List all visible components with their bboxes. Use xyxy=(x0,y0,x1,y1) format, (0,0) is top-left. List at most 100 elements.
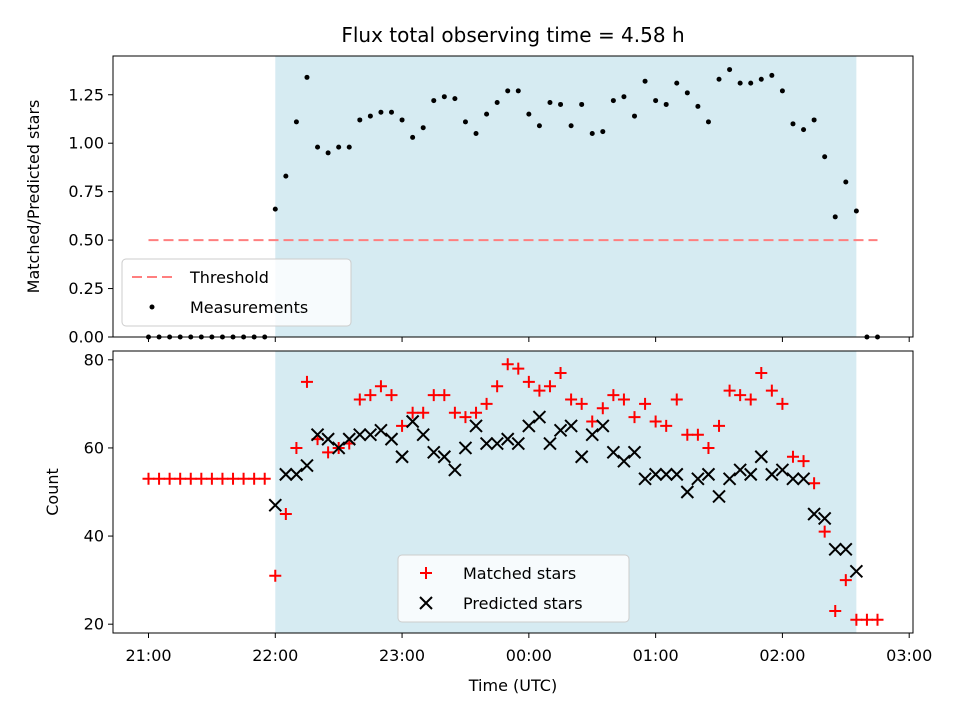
matched-star-point xyxy=(396,419,409,432)
measurement-point xyxy=(642,78,648,84)
matched-star-point xyxy=(639,397,652,410)
measurement-point xyxy=(610,98,616,104)
predicted-star-point xyxy=(670,467,684,482)
matched-star-point xyxy=(776,397,789,410)
x-tick-label: 02:00 xyxy=(759,646,805,665)
measurement-point xyxy=(293,119,299,125)
matched-star-point xyxy=(290,441,303,454)
measurement-point xyxy=(589,131,595,137)
y-tick-label: 1.00 xyxy=(68,134,104,153)
measurement-point xyxy=(420,125,426,131)
measurement-point xyxy=(526,111,532,117)
matched-star-point xyxy=(723,384,736,397)
count-axes-frame xyxy=(112,350,914,634)
measurement-point xyxy=(452,96,458,102)
measurement-point xyxy=(790,121,796,127)
measurement-point xyxy=(695,103,701,109)
predicted-star-point xyxy=(321,432,335,446)
matched-star-point xyxy=(734,389,747,402)
predicted-star-point xyxy=(754,450,768,464)
measurement-point xyxy=(346,144,352,150)
matched-star-point xyxy=(322,446,335,459)
predicted-star-point xyxy=(659,467,673,482)
matched-star-point xyxy=(174,472,187,485)
predicted-star-point xyxy=(680,485,695,499)
measurement-point xyxy=(388,109,394,115)
ratio-x-ticks xyxy=(147,337,910,342)
measurement-point xyxy=(547,100,553,106)
matched-stars-legend-swatch xyxy=(420,567,432,579)
count-y-ticks: 20 40 60 80 xyxy=(84,350,113,634)
matched-star-point xyxy=(258,472,271,485)
measurement-point xyxy=(378,109,384,115)
matched-star-point xyxy=(480,397,493,410)
measurement-point xyxy=(769,72,775,78)
measurement-point xyxy=(727,67,733,73)
predicted-star-point xyxy=(469,419,483,433)
threshold-legend-label: Threshold xyxy=(189,268,269,287)
predicted-star-point xyxy=(501,432,515,446)
measurement-point xyxy=(431,98,437,104)
predicted-star-point xyxy=(765,467,779,482)
matched-star-point xyxy=(163,472,176,485)
matched-star-point xyxy=(628,411,641,424)
predicted-star-point xyxy=(606,445,621,460)
y-tick-label: 40 xyxy=(84,527,104,546)
matched-star-point xyxy=(691,428,704,441)
predicted-star-point xyxy=(511,436,525,451)
predicted-star-point xyxy=(691,472,705,486)
measurement-point xyxy=(558,101,564,107)
ratio-y-axis-label: Matched/Predicted stars xyxy=(24,100,43,294)
predicted-star-point xyxy=(701,467,716,482)
x-tick-label: 22:00 xyxy=(252,646,298,665)
matched-star-point xyxy=(670,393,683,406)
measurement-point xyxy=(822,154,828,160)
measurement-point xyxy=(473,131,479,137)
matched-star-point xyxy=(417,406,430,419)
matched-star-point xyxy=(681,428,694,441)
matched-star-point xyxy=(765,384,778,397)
measurement-point xyxy=(748,80,754,86)
matched-star-point xyxy=(406,406,419,419)
predicted-star-point xyxy=(817,511,832,526)
matched-star-point xyxy=(522,375,535,388)
measurement-point xyxy=(779,88,785,94)
matched-star-point xyxy=(374,380,387,393)
measurement-point xyxy=(843,179,849,185)
matched-star-point xyxy=(459,411,472,424)
matched-star-point xyxy=(702,441,715,454)
matched-star-point xyxy=(438,389,451,402)
measurement-point xyxy=(536,123,542,129)
count-y-axis-label: Count xyxy=(43,468,62,516)
matched-star-point xyxy=(364,389,377,402)
predicted-star-point xyxy=(353,428,367,442)
predicted-star-point xyxy=(289,467,304,482)
measurement-point xyxy=(684,90,690,96)
predicted-star-point xyxy=(744,467,758,482)
ratio-panel: 0.00 0.25 0.50 0.75 1.00 1.25 Flux total obse… xyxy=(24,23,914,347)
y-tick-label: 0.00 xyxy=(68,328,104,347)
matched-star-point xyxy=(237,472,250,485)
predicted-stars-legend-label: Predicted stars xyxy=(463,594,583,613)
matched-star-point xyxy=(227,472,240,485)
measurement-point xyxy=(568,123,574,129)
measurement-point xyxy=(579,101,585,107)
predicted-star-point xyxy=(342,432,356,446)
measurement-point xyxy=(737,80,743,86)
matched-star-point xyxy=(744,393,757,406)
matched-star-point xyxy=(385,389,398,402)
matched-star-point xyxy=(839,574,852,587)
x-axis-label: Time (UTC) xyxy=(468,676,557,695)
measurement-point xyxy=(441,94,447,100)
measurement-point xyxy=(663,101,669,107)
count-legend: Matched stars Predicted stars xyxy=(397,554,630,623)
predicted-star-point xyxy=(564,419,578,433)
matched-star-point xyxy=(860,613,873,626)
matched-star-point xyxy=(850,613,863,626)
y-tick-label: 60 xyxy=(84,438,104,457)
measurement-point xyxy=(367,113,373,119)
y-tick-label: 0.50 xyxy=(68,231,104,250)
matched-star-point xyxy=(501,358,514,371)
predicted-star-point xyxy=(722,472,737,486)
